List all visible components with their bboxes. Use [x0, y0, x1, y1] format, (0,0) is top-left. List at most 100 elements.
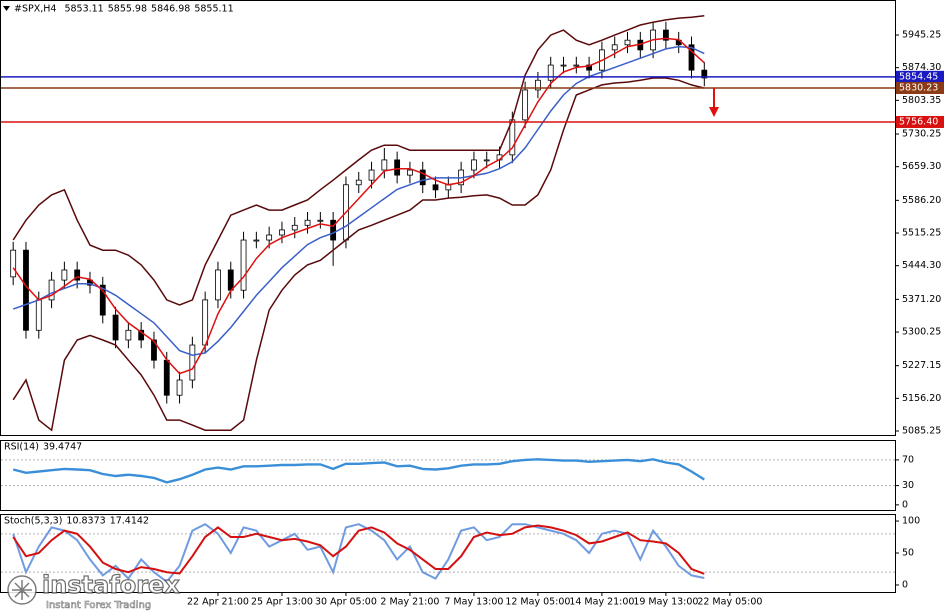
- panel-value: 39.4747: [43, 442, 82, 453]
- panel-value: 10.8373: [66, 516, 105, 527]
- indicator-line: [12, 37, 705, 375]
- candle-body: [227, 269, 234, 291]
- y-tick-label: 5085.25: [902, 426, 941, 437]
- panel-frame: [0, 0, 896, 436]
- candle-body: [407, 169, 413, 176]
- candle-body: [394, 159, 401, 176]
- candle-body: [125, 329, 132, 341]
- panel-frame: [0, 440, 896, 511]
- candle-body: [560, 64, 567, 67]
- candle-body: [176, 379, 183, 396]
- candle-body: [163, 359, 170, 396]
- candle-body: [701, 69, 708, 79]
- candle-body: [611, 44, 618, 51]
- candle-body: [471, 159, 477, 171]
- watermark: instaforex Instant Forex Trading: [7, 570, 181, 611]
- price-level-label: 5830.23: [899, 82, 938, 93]
- candle-body: [112, 314, 119, 341]
- candle-body: [23, 249, 29, 331]
- watermark-brand: instaforex: [42, 571, 180, 599]
- candle-body: [317, 219, 324, 222]
- header-triangle: [3, 6, 10, 11]
- candle-body: [483, 159, 490, 162]
- candle-body: [381, 159, 388, 171]
- y-tick-label: 5444.30: [902, 260, 941, 271]
- candle-body: [151, 339, 157, 361]
- y-tick-label: 30: [902, 480, 914, 491]
- header-value: 5846.98: [151, 4, 190, 15]
- candle-body: [48, 279, 55, 301]
- candle-body: [432, 184, 439, 191]
- candle-body: [535, 79, 541, 91]
- candle-body: [663, 29, 669, 41]
- price-level-box: [896, 81, 944, 94]
- candle-body: [99, 284, 106, 316]
- candle-body: [419, 169, 426, 186]
- candle-body: [35, 299, 42, 331]
- candle-body: [304, 219, 311, 226]
- watermark-tagline: Instant Forex Trading: [46, 600, 151, 611]
- forecast-arrow-head: [709, 107, 719, 117]
- y-tick-label: 5586.20: [902, 195, 941, 206]
- x-tick-label: 2 May 21:00: [380, 597, 439, 608]
- x-tick-label: 14 May 21:00: [569, 597, 634, 608]
- candle-body: [189, 344, 196, 381]
- chart-header-symbol: #SPX,H4: [14, 4, 56, 15]
- y-tick-label: 0: [902, 579, 908, 590]
- x-tick-label: 7 May 13:00: [444, 597, 503, 608]
- x-tick-label: 19 May 13:00: [633, 597, 698, 608]
- panel-title: Stoch(5,3,3): [4, 516, 62, 527]
- y-tick-label: 5874.30: [902, 62, 941, 73]
- y-tick-label: 5156.20: [902, 393, 941, 404]
- x-tick-label: 22 May 05:00: [697, 597, 762, 608]
- y-tick-label: 5515.25: [902, 228, 941, 239]
- indicator-line: [12, 524, 705, 575]
- y-tick-label: 5730.25: [902, 129, 941, 140]
- candle-body: [624, 39, 631, 46]
- y-tick-label: 5371.20: [902, 294, 941, 305]
- indicator-line: [12, 15, 705, 306]
- y-tick-label: 100: [902, 516, 920, 527]
- candle-body: [61, 269, 68, 281]
- candle-body: [586, 64, 593, 71]
- candle-body: [330, 219, 337, 241]
- price-level-label: 5756.40: [899, 116, 938, 127]
- candle-body: [291, 224, 298, 231]
- x-tick-label: 22 Apr 21:00: [187, 597, 249, 608]
- candle-body: [355, 179, 362, 186]
- candle-body: [573, 64, 580, 67]
- candle-body: [522, 89, 529, 121]
- candle-body: [240, 239, 247, 291]
- x-tick-label: 30 Apr 05:00: [315, 597, 377, 608]
- y-tick-label: 5227.15: [902, 360, 941, 371]
- y-tick-label: 70: [902, 454, 914, 465]
- panel-title: RSI(14): [4, 442, 39, 453]
- y-tick-label: 50: [902, 548, 914, 559]
- candle-body: [74, 269, 81, 281]
- candle-body: [266, 234, 273, 241]
- price-level-box: [896, 70, 944, 83]
- candle-body: [215, 269, 221, 301]
- candle-body: [547, 64, 554, 81]
- indicator-line: [12, 458, 705, 484]
- candle-body: [368, 169, 375, 181]
- candle-body: [10, 249, 17, 278]
- header-value: 5853.11: [64, 4, 103, 15]
- candle-body: [688, 44, 695, 71]
- y-tick-label: 5659.30: [902, 161, 941, 172]
- indicator-line: [12, 523, 705, 584]
- y-tick-label: 0: [902, 499, 908, 510]
- y-tick-label: 5945.25: [902, 30, 941, 41]
- header-value: 5855.11: [194, 4, 233, 15]
- watermark-icon-mark: [12, 580, 32, 600]
- candle-body: [138, 329, 145, 341]
- candle-body: [279, 229, 285, 236]
- y-tick-label: 5803.35: [902, 95, 941, 106]
- x-tick-label: 12 May 05:00: [505, 597, 570, 608]
- price-level-box: [896, 115, 944, 128]
- candle-body: [253, 239, 260, 242]
- indicator-line: [12, 77, 705, 432]
